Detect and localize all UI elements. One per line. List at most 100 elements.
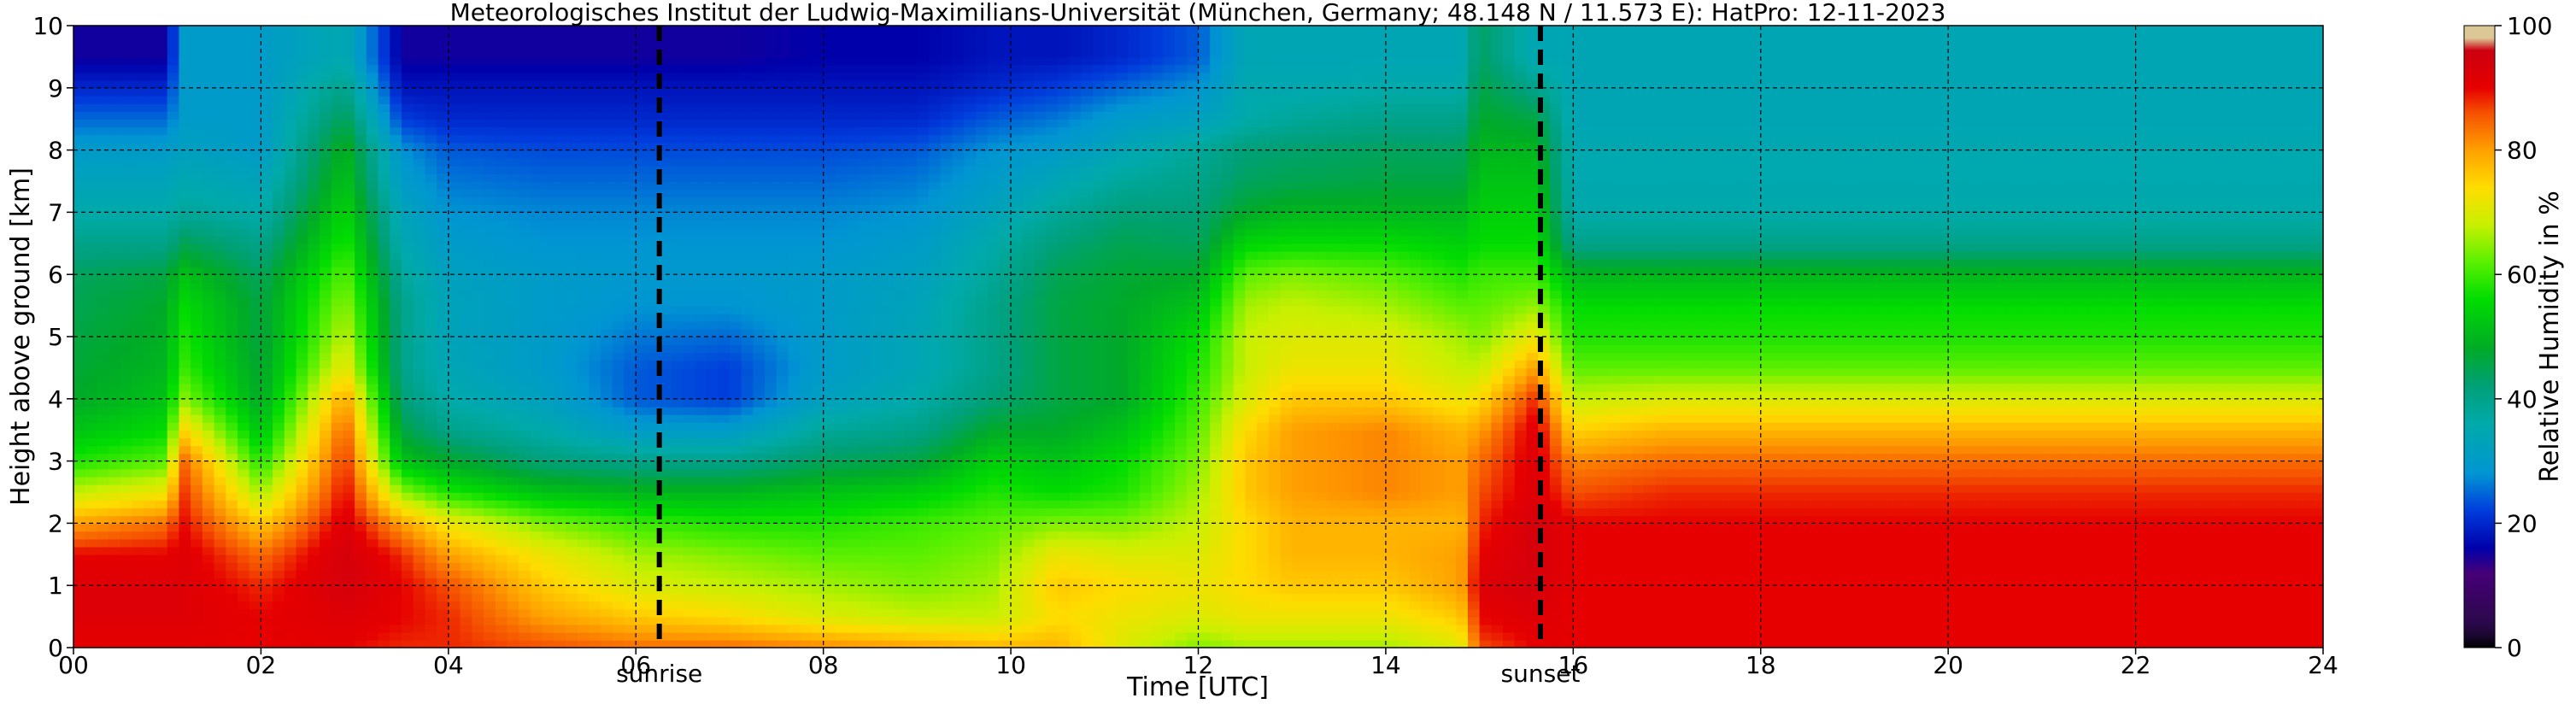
heatmap-cell <box>448 157 461 167</box>
heatmap-cell <box>765 142 777 151</box>
heatmap-cell <box>355 445 367 455</box>
heatmap-cell <box>694 453 707 462</box>
heatmap-cell <box>401 64 414 73</box>
heatmap-cell <box>355 282 367 291</box>
heatmap-cell <box>390 181 402 190</box>
heatmap-cell <box>437 631 449 641</box>
heatmap-cell <box>390 492 402 501</box>
heatmap-cell <box>237 157 250 167</box>
heatmap-cell <box>483 585 496 595</box>
heatmap-cell <box>378 500 391 508</box>
heatmap-cell <box>249 305 262 314</box>
heatmap-cell <box>694 484 707 493</box>
heatmap-cell <box>741 220 754 229</box>
heatmap-cell <box>565 616 578 625</box>
heatmap-cell <box>448 601 461 610</box>
heatmap-cell <box>343 624 355 633</box>
heatmap-cell <box>624 150 637 159</box>
heatmap-cell <box>155 601 168 610</box>
heatmap-cell <box>378 585 391 595</box>
heatmap-cell <box>437 142 449 151</box>
heatmap-cell <box>214 87 227 97</box>
heatmap-cell <box>401 430 414 439</box>
heatmap-cell <box>378 344 391 353</box>
heatmap-cell <box>472 267 484 275</box>
heatmap-cell <box>390 282 402 291</box>
heatmap-cell <box>109 111 121 120</box>
heatmap-cell <box>155 26 168 34</box>
heatmap-cell <box>355 484 367 493</box>
heatmap-cell <box>144 220 156 229</box>
heatmap-cell <box>507 79 519 89</box>
heatmap-cell <box>612 250 625 260</box>
heatmap-cell <box>647 570 660 578</box>
heatmap-cell <box>413 126 426 136</box>
heatmap-cell <box>273 111 285 120</box>
heatmap-cell <box>776 56 789 66</box>
heatmap-cell <box>401 367 414 377</box>
heatmap-cell <box>659 95 672 104</box>
heatmap-cell <box>565 126 578 136</box>
heatmap-cell <box>319 398 332 408</box>
heatmap-cell <box>554 546 566 555</box>
heatmap-cell <box>378 453 391 462</box>
heatmap-cell <box>460 492 473 501</box>
heatmap-cell <box>261 608 273 618</box>
heatmap-cell <box>97 546 109 555</box>
heatmap-cell <box>753 337 766 345</box>
heatmap-cell <box>284 297 297 307</box>
heatmap-cell <box>249 492 262 501</box>
heatmap-cell <box>589 593 601 602</box>
heatmap-cell <box>765 337 777 345</box>
heatmap-cell <box>718 476 731 485</box>
heatmap-cell <box>261 538 273 548</box>
heatmap-cell <box>319 523 332 532</box>
heatmap-cell <box>85 344 98 353</box>
heatmap-cell <box>683 624 695 633</box>
heatmap-cell <box>694 103 707 112</box>
heatmap-cell <box>120 352 133 361</box>
heatmap-cell <box>694 554 707 563</box>
heatmap-cell <box>565 337 578 345</box>
heatmap-cell <box>776 406 789 415</box>
heatmap-cell <box>273 631 285 641</box>
heatmap-cell <box>601 430 613 439</box>
heatmap-cell <box>144 593 156 602</box>
heatmap-cell <box>788 531 801 540</box>
heatmap-cell <box>226 95 238 104</box>
heatmap-cell <box>179 142 191 151</box>
heatmap-cell <box>519 484 531 493</box>
heatmap-cell <box>167 383 180 392</box>
heatmap-cell <box>167 515 180 525</box>
heatmap-cell <box>624 515 637 525</box>
heatmap-cell <box>601 344 613 353</box>
heatmap-cell <box>659 49 672 58</box>
heatmap-cell <box>401 593 414 602</box>
heatmap-cell <box>554 624 566 633</box>
heatmap-cell <box>530 290 543 299</box>
heatmap-cell <box>718 523 731 532</box>
heatmap-cell <box>237 538 250 548</box>
heatmap-cell <box>519 367 531 377</box>
heatmap-cell <box>507 546 519 555</box>
heatmap-cell <box>109 631 121 641</box>
heatmap-cell <box>284 507 297 517</box>
heatmap-cell <box>390 227 402 237</box>
heatmap-cell <box>413 33 426 42</box>
heatmap-cell <box>437 103 449 112</box>
heatmap-cell <box>120 267 133 275</box>
heatmap-cell <box>167 259 180 267</box>
heatmap-cell <box>296 461 309 470</box>
heatmap-cell <box>636 624 648 633</box>
heatmap-cell <box>753 259 766 267</box>
heatmap-cell <box>191 250 203 260</box>
heatmap-cell <box>624 406 637 415</box>
heatmap-cell <box>308 204 320 214</box>
heatmap-cell <box>694 561 707 571</box>
heatmap-cell <box>624 484 637 493</box>
heatmap-cell <box>437 492 449 501</box>
heatmap-cell <box>144 227 156 237</box>
heatmap-cell <box>483 352 496 361</box>
heatmap-cell <box>671 126 684 136</box>
heatmap-cell <box>237 26 250 34</box>
